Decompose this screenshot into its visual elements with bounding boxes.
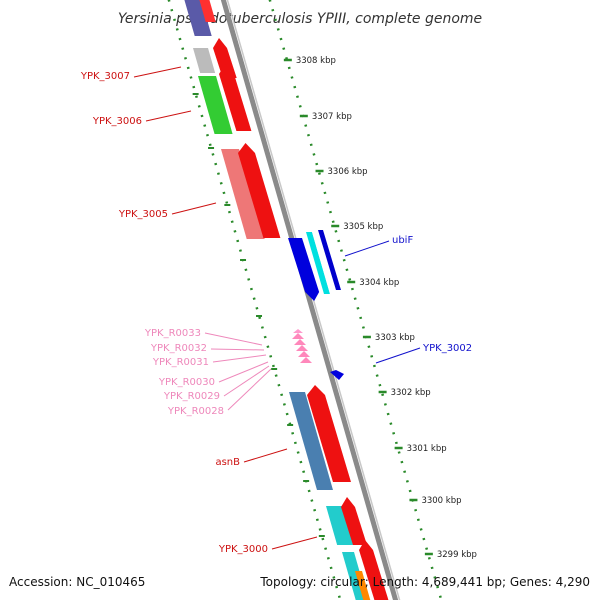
- feature-block-red-4: [307, 385, 351, 482]
- label-leader-line: [223, 365, 270, 397]
- feature-block-green: [198, 76, 233, 134]
- gene-label: asnB: [215, 457, 240, 468]
- ruler-label: 3305 kbp: [343, 222, 383, 232]
- topology-text: Topology: circular; Length: 4,689,441 bp…: [260, 575, 590, 589]
- gene-label: YPK_3007: [80, 71, 130, 82]
- ruler-label: 3303 kbp: [375, 333, 415, 343]
- backbone-line: [220, 0, 399, 600]
- gene-label: YPK_3005: [118, 209, 168, 220]
- feature-block-red-6: [359, 540, 389, 600]
- gene-label: YPK_3000: [218, 544, 268, 555]
- gene-label: YPK_R0031: [152, 357, 209, 368]
- gene-label: YPK_3002: [422, 343, 472, 354]
- ruler-label: 3307 kbp: [312, 112, 352, 122]
- feature-block-ubif-blue: [288, 238, 320, 301]
- backbone: [220, 0, 401, 600]
- feature-stripe-white: [312, 232, 336, 294]
- ruler-label: 3302 kbp: [391, 388, 431, 398]
- feature-block-asnb-steel: [289, 392, 333, 490]
- rna-arrowhead: [292, 333, 304, 339]
- feature-block-red-3: [238, 143, 281, 238]
- label-leader-line: [212, 354, 267, 363]
- feature-block-grey: [193, 48, 216, 73]
- label-leader-line: [171, 202, 217, 215]
- feature-block-orange: [355, 571, 371, 600]
- dotted-guides: [167, 0, 443, 600]
- gene-label: ubiF: [392, 235, 413, 246]
- gene-label: YPK_3006: [92, 116, 142, 127]
- ruler-dotted-line: [268, 0, 443, 600]
- feature-block-red-5: [341, 497, 367, 545]
- ruler-label: 3308 kbp: [296, 56, 336, 66]
- label-leader-line: [218, 361, 269, 383]
- gene-label: YPK_R0032: [150, 343, 207, 354]
- feature-track: [184, 0, 389, 600]
- label-leader-line: [145, 110, 192, 122]
- label-leader-line: [375, 347, 421, 364]
- feature-block-cyan: [326, 506, 354, 545]
- ruler-label: 3300 kbp: [421, 496, 461, 506]
- gene-label: YPK_R0033: [144, 328, 201, 339]
- ruler-label: 3301 kbp: [407, 444, 447, 454]
- rna-arrowhead: [294, 339, 306, 345]
- label-leader-line: [344, 240, 390, 257]
- ruler-label: 3304 kbp: [359, 278, 399, 288]
- label-leader-line: [210, 348, 265, 351]
- label-leader-line: [243, 448, 288, 463]
- label-leader-line: [227, 368, 272, 411]
- feature-stripe-blue: [318, 230, 341, 290]
- feature-block-top-red: [199, 0, 216, 22]
- ruler-label: 3306 kbp: [328, 167, 368, 177]
- rna-arrowhead: [300, 357, 312, 363]
- gene-labels: YPK_3007 YPK_3006 YPK_3005 ubiF YPK_R0033 YPK…: [80, 66, 472, 555]
- ruler-label: 3299 kbp: [437, 550, 477, 560]
- feature-stripe-cyan: [306, 232, 330, 294]
- feature-block-red-1: [213, 38, 237, 78]
- kbp-ruler: 3308 kbp 3307 kbp 3306 kbp 3305 kbp 3304 kbp…: [283, 56, 477, 560]
- rna-arrowhead: [296, 345, 308, 351]
- label-leader-line: [133, 66, 182, 78]
- gene-label: YPK_R0028: [167, 406, 224, 417]
- label-leader-line: [271, 536, 318, 550]
- feature-block-salmon: [221, 149, 265, 239]
- label-leader-line: [204, 332, 263, 346]
- feature-block-red-2: [219, 64, 252, 131]
- rna-arrowhead: [298, 351, 310, 357]
- map-title: Yersinia pseudotuberculosis YPIII, compl…: [118, 11, 482, 27]
- gene-label: YPK_R0029: [163, 391, 220, 402]
- rna-arrowhead: [293, 329, 303, 333]
- feature-block-top-purple: [184, 0, 212, 36]
- feature-ypk3002-blue: [330, 370, 344, 380]
- left-dotted-line: [167, 0, 342, 600]
- gene-label: YPK_R0030: [158, 377, 215, 388]
- accession-text: Accession: NC_010465: [9, 575, 146, 589]
